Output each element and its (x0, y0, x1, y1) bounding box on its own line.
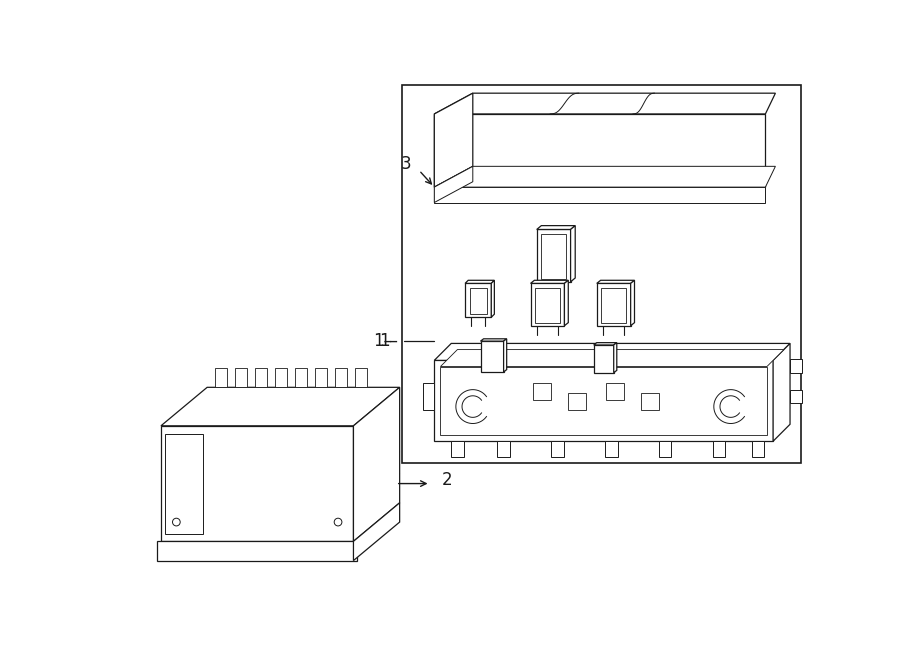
Polygon shape (161, 426, 354, 541)
Polygon shape (594, 342, 616, 345)
Polygon shape (235, 368, 248, 387)
Polygon shape (614, 342, 617, 373)
Polygon shape (161, 387, 400, 426)
Polygon shape (451, 442, 464, 457)
Polygon shape (571, 225, 575, 282)
Polygon shape (564, 280, 568, 326)
Polygon shape (440, 350, 784, 367)
Polygon shape (790, 389, 802, 403)
Polygon shape (354, 387, 400, 541)
Polygon shape (435, 93, 776, 114)
Polygon shape (498, 442, 509, 457)
Polygon shape (773, 344, 790, 442)
Polygon shape (435, 187, 765, 202)
Polygon shape (274, 368, 287, 387)
Polygon shape (536, 229, 571, 282)
Text: 1–: 1– (373, 332, 392, 350)
Text: 2: 2 (442, 471, 453, 488)
Polygon shape (470, 288, 487, 315)
Polygon shape (541, 234, 566, 279)
Polygon shape (530, 284, 564, 326)
Polygon shape (568, 393, 586, 410)
Polygon shape (752, 442, 764, 457)
Polygon shape (315, 368, 328, 387)
Polygon shape (504, 339, 507, 372)
Polygon shape (481, 341, 504, 372)
Polygon shape (597, 284, 631, 326)
Polygon shape (355, 368, 367, 387)
Polygon shape (659, 442, 671, 457)
Polygon shape (423, 383, 435, 410)
Polygon shape (158, 541, 357, 561)
Text: 1–: 1– (379, 332, 398, 350)
Polygon shape (606, 383, 625, 401)
Polygon shape (601, 288, 626, 323)
Polygon shape (530, 280, 568, 284)
Polygon shape (354, 503, 400, 561)
Polygon shape (491, 280, 494, 317)
Polygon shape (465, 284, 491, 317)
Polygon shape (335, 368, 347, 387)
Polygon shape (536, 288, 560, 323)
Polygon shape (597, 280, 634, 284)
Polygon shape (790, 359, 802, 373)
Polygon shape (435, 93, 472, 187)
Polygon shape (713, 442, 725, 457)
Polygon shape (440, 367, 767, 435)
Polygon shape (435, 167, 776, 187)
Polygon shape (605, 442, 617, 457)
Polygon shape (533, 383, 552, 401)
Polygon shape (435, 360, 773, 442)
Polygon shape (641, 393, 659, 410)
Polygon shape (536, 225, 575, 229)
Polygon shape (215, 368, 227, 387)
Polygon shape (255, 368, 267, 387)
Text: 3: 3 (400, 155, 411, 173)
Polygon shape (435, 167, 472, 202)
Polygon shape (435, 344, 790, 360)
Polygon shape (402, 85, 801, 463)
Polygon shape (631, 280, 634, 326)
Polygon shape (594, 345, 614, 373)
Polygon shape (165, 434, 203, 533)
Polygon shape (465, 280, 494, 284)
Polygon shape (552, 442, 563, 457)
Polygon shape (481, 339, 507, 341)
Polygon shape (435, 114, 765, 187)
Polygon shape (295, 368, 307, 387)
